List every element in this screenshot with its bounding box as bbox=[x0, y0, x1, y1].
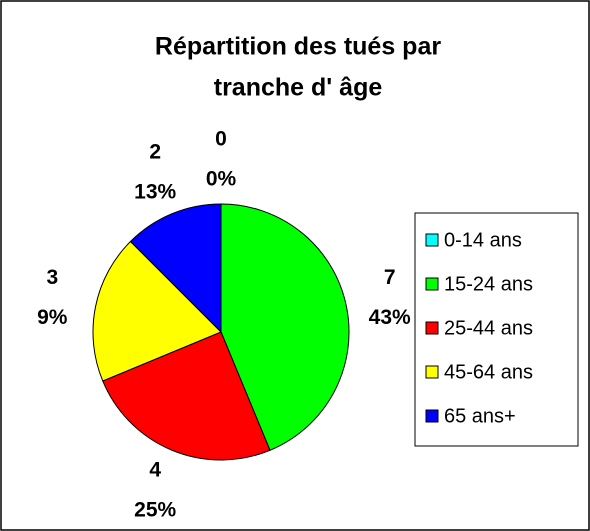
pie-slice bbox=[129, 203, 222, 334]
pie-slice bbox=[92, 240, 222, 382]
legend-swatch bbox=[425, 233, 439, 247]
legend-label: 0-14 ans bbox=[444, 229, 522, 251]
slice-value-label: 4 bbox=[149, 458, 161, 481]
slice-percent-label: 9% bbox=[37, 306, 68, 329]
legend-swatch bbox=[425, 321, 439, 335]
slice-value-label: 0 bbox=[215, 128, 227, 151]
legend-label: 15-24 ans bbox=[444, 273, 533, 295]
legend-box bbox=[414, 212, 579, 447]
legend-swatch bbox=[425, 409, 439, 423]
chart-title: Répartition des tués par bbox=[155, 33, 441, 61]
legend-swatch bbox=[425, 365, 439, 379]
chart-subtitle: tranche d' âge bbox=[214, 74, 383, 102]
pie-slice bbox=[220, 203, 350, 451]
slice-value-label: 3 bbox=[46, 266, 58, 289]
legend-label: 65 ans+ bbox=[444, 405, 516, 427]
slice-percent-label: 25% bbox=[134, 498, 176, 521]
slice-value-label: 7 bbox=[384, 266, 396, 289]
slice-percent-label: 0% bbox=[206, 168, 237, 191]
slice-percent-label: 13% bbox=[134, 181, 176, 204]
slice-percent-label: 43% bbox=[369, 306, 411, 329]
legend-label: 45-64 ans bbox=[444, 361, 533, 383]
legend-swatch bbox=[425, 277, 439, 291]
slice-value-label: 2 bbox=[149, 141, 161, 164]
legend-label: 25-44 ans bbox=[444, 317, 533, 339]
